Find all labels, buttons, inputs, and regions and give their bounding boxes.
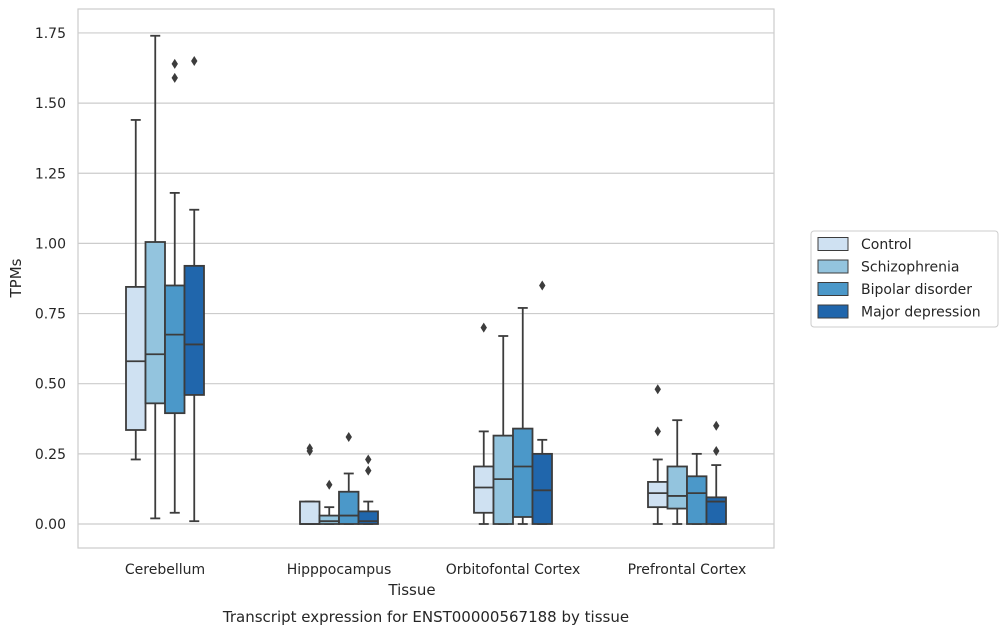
box-iqr [473,465,495,514]
box-plot [357,454,379,525]
outlier-point [713,420,720,431]
x-tick-label: Cerebellum [125,562,205,578]
box-plot [531,280,553,525]
legend-label: Control [861,237,912,253]
x-tick-label: Orbitofontal Cortex [446,562,581,578]
x-tick-label: Prefrontal Cortex [628,562,747,578]
y-tick-label: 0.00 [35,517,66,533]
legend-swatch [817,282,849,296]
outlier-point [326,479,333,490]
outlier-point [306,443,313,454]
outlier-point [171,72,178,83]
box-iqr [666,465,688,510]
box-plot [338,432,360,525]
box-iqr [686,475,708,525]
box-plot [473,322,495,525]
y-tick-label: 1.00 [35,236,66,252]
y-tick-label: 0.50 [35,377,66,393]
box-iqr [647,481,669,509]
legend-frame [810,230,999,328]
y-tick-label: 0.25 [35,447,66,463]
outlier-point [480,322,487,333]
box-plot [183,56,205,523]
legend-label: Major depression [861,305,981,321]
x-tick-labels: Cerebellum Hipppocampus Orbitofontal Corte… [125,562,746,578]
outlier-point [654,426,661,437]
x-tick-label: Hipppocampus [287,562,392,578]
chart-caption: Transcript expression for ENST0000056718… [222,608,629,626]
legend-swatch [817,304,849,319]
box-plot [647,384,669,525]
y-axis-label: TPMs [7,258,25,298]
box-iqr [705,496,727,525]
outlier-point [365,454,372,465]
y-tick-label: 1.25 [35,166,66,182]
box-iqr [318,514,340,525]
y-tick-label: 1.75 [35,26,66,42]
box-iqr [338,490,360,525]
legend-label: Schizophrenia [861,260,959,276]
box-plot [125,119,147,461]
box-groups [125,34,727,525]
outlier-point [191,56,198,67]
box-iqr [357,510,379,525]
legend-swatch [817,237,849,251]
legend-label: Bipolar disorder [861,282,972,298]
outlier-point [539,280,546,291]
box-plot [705,420,727,525]
outlier-point [171,58,178,69]
legend: Control Schizophrenia Bipolar disorder Majo… [810,230,999,328]
box-iqr [531,452,553,525]
box-iqr [299,500,321,525]
outlier-point [345,432,352,443]
box-iqr [164,284,186,415]
box-iqr [183,264,205,396]
outlier-point [713,446,720,457]
y-tick-label: 0.75 [35,307,66,323]
legend-swatch [817,259,849,274]
box-plot [512,307,534,525]
box-iqr [125,285,147,431]
box-plot [299,443,321,525]
y-tick-labels: 0.00 0.25 0.50 0.75 1.00 1.25 1.50 1.75 [35,26,66,533]
outlier-point [654,384,661,395]
box-iqr [144,241,166,405]
outlier-point [365,465,372,476]
box-iqr [512,427,534,518]
box-plot [164,58,186,514]
x-axis-label: Tissue [387,581,435,599]
y-tick-label: 1.50 [35,96,66,112]
plot-frame [77,8,775,549]
box-plot [492,335,514,525]
